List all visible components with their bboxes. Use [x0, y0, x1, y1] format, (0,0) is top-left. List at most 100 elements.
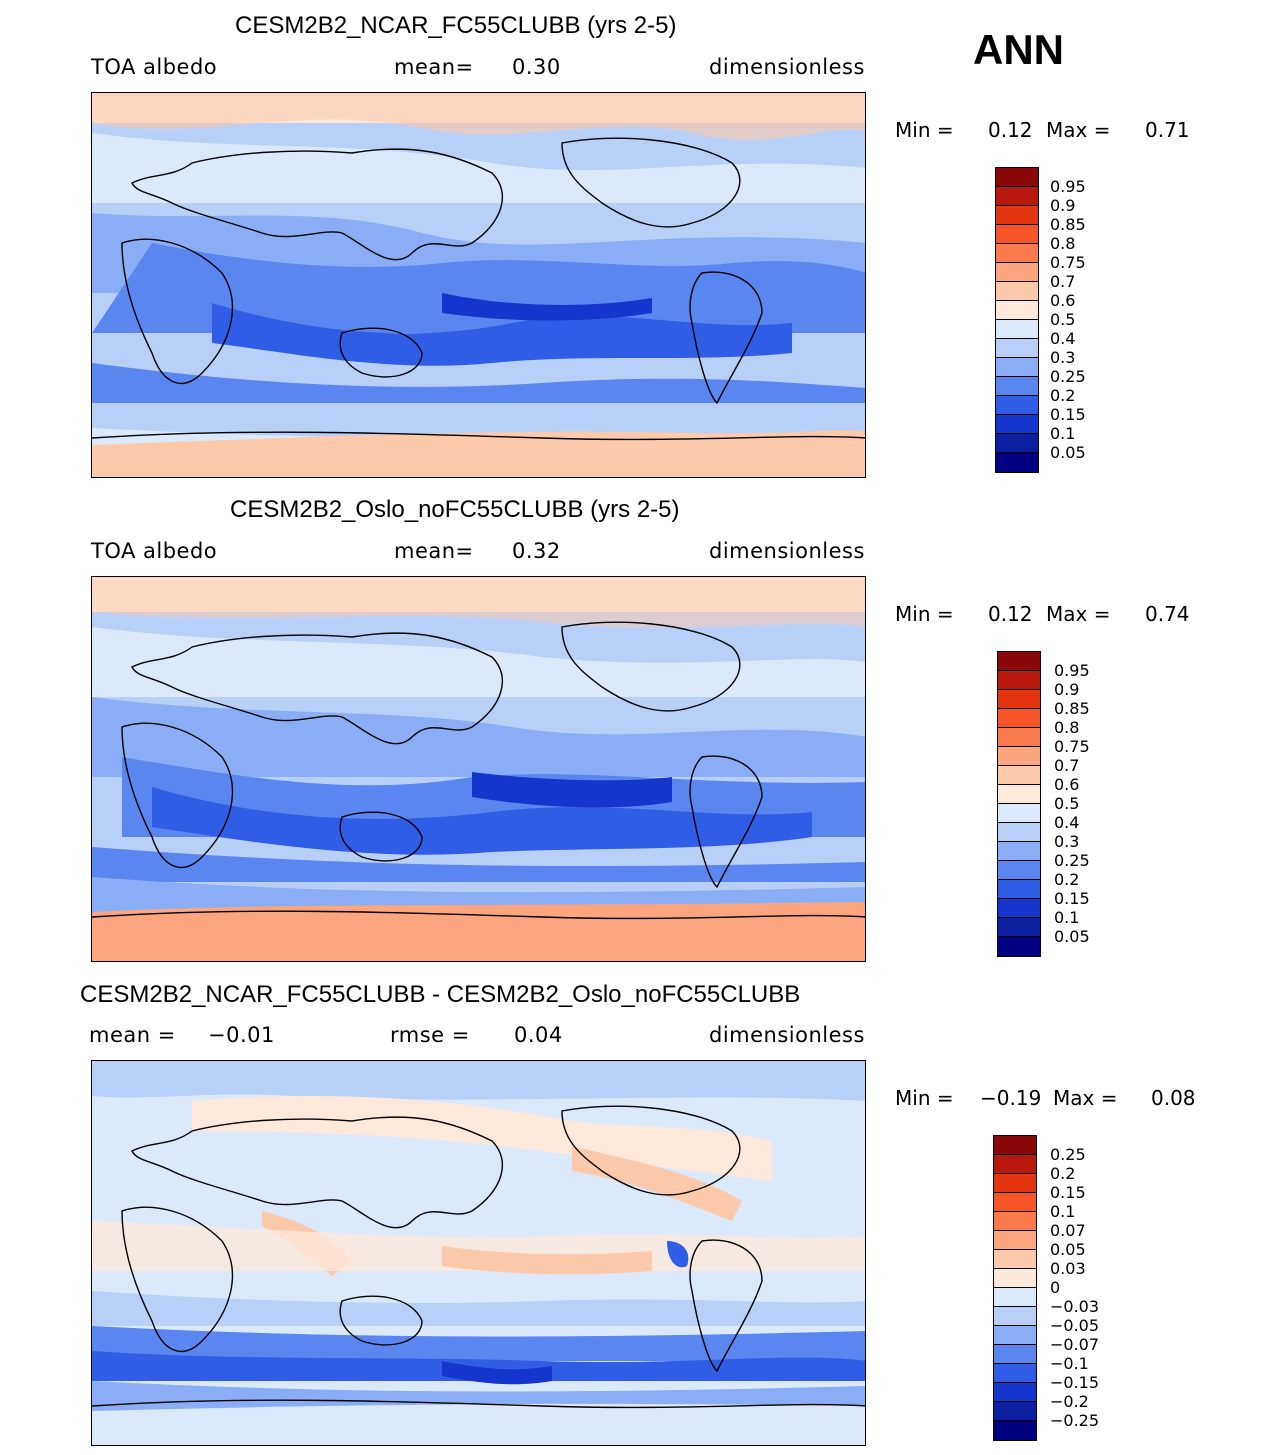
- panel1-mean-value: 0.30: [512, 55, 561, 79]
- colorbar-label: 0.7: [1054, 756, 1080, 775]
- colorbar-swatch: [996, 453, 1038, 472]
- panel3-max-label: Max =: [1053, 1086, 1118, 1110]
- colorbar-swatch: [994, 1212, 1036, 1231]
- colorbar-label: 0.2: [1050, 1164, 1076, 1183]
- colorbar-label: 0.95: [1050, 177, 1086, 196]
- panel2-mean-label: mean=: [394, 539, 474, 563]
- colorbar-swatch: [998, 899, 1040, 918]
- colorbar-swatch: [996, 282, 1038, 301]
- colorbar-swatch: [994, 1269, 1036, 1288]
- colorbar-label: 0.6: [1050, 291, 1076, 310]
- panel1-min-value: 0.12: [988, 118, 1033, 142]
- panel2-max-label: Max =: [1046, 602, 1111, 626]
- colorbar-label: 0.75: [1050, 253, 1086, 272]
- colorbar-swatch: [994, 1345, 1036, 1364]
- panel1-units: dimensionless: [709, 55, 865, 79]
- panel3-title: CESM2B2_NCAR_FC55CLUBB - CESM2B2_Oslo_no…: [80, 981, 801, 1008]
- colorbar-label: 0.05: [1050, 443, 1086, 462]
- colorbar-swatch: [994, 1231, 1036, 1250]
- colorbar-label: 0.7: [1050, 272, 1076, 291]
- panel3-mean-value: −0.01: [208, 1023, 275, 1047]
- colorbar-swatch: [998, 937, 1040, 956]
- colorbar-swatch: [994, 1136, 1036, 1155]
- colorbar-label: 0.5: [1054, 794, 1080, 813]
- colorbar-swatch: [998, 747, 1040, 766]
- colorbar-swatch: [998, 652, 1040, 671]
- colorbar-swatch: [996, 434, 1038, 453]
- colorbar-label: 0.4: [1050, 329, 1076, 348]
- colorbar-label: 0.03: [1050, 1259, 1086, 1278]
- colorbar-swatch: [996, 263, 1038, 282]
- colorbar-label: 0.15: [1050, 405, 1086, 424]
- panel2-max-value: 0.74: [1145, 602, 1190, 626]
- colorbar-label: 0.4: [1054, 813, 1080, 832]
- panel2-colorbar: [997, 651, 1041, 957]
- colorbar-swatch: [998, 880, 1040, 899]
- colorbar-label: 0.95: [1054, 661, 1090, 680]
- panel3-min-label: Min =: [895, 1086, 954, 1110]
- colorbar-label: 0.3: [1054, 832, 1080, 851]
- panel3-mean-label: mean =: [89, 1023, 176, 1047]
- colorbar-swatch: [996, 187, 1038, 206]
- colorbar-label: 0.05: [1054, 927, 1090, 946]
- panel3-map-svg: [92, 1061, 865, 1445]
- colorbar-swatch: [994, 1402, 1036, 1421]
- colorbar-swatch: [994, 1326, 1036, 1345]
- colorbar-swatch: [996, 396, 1038, 415]
- colorbar-label: 0.6: [1054, 775, 1080, 794]
- panel1-mean-label: mean=: [394, 55, 474, 79]
- colorbar-swatch: [998, 709, 1040, 728]
- colorbar-swatch: [996, 415, 1038, 434]
- colorbar-swatch: [994, 1421, 1036, 1440]
- panel3-map: [91, 1060, 866, 1446]
- colorbar-swatch: [998, 842, 1040, 861]
- colorbar-swatch: [996, 339, 1038, 358]
- panel2-map: [91, 576, 866, 962]
- colorbar-swatch: [996, 320, 1038, 339]
- colorbar-label: 0.1: [1050, 1202, 1076, 1221]
- panel3-min-value: −0.19: [980, 1086, 1042, 1110]
- colorbar-swatch: [996, 168, 1038, 187]
- colorbar-label: −0.1: [1050, 1354, 1089, 1373]
- colorbar-label: 0.75: [1054, 737, 1090, 756]
- colorbar-label: 0.25: [1050, 367, 1086, 386]
- colorbar-swatch: [996, 377, 1038, 396]
- colorbar-swatch: [998, 690, 1040, 709]
- panel3-colorbar: [993, 1135, 1037, 1441]
- colorbar-swatch: [998, 918, 1040, 937]
- colorbar-label: 0.15: [1050, 1183, 1086, 1202]
- colorbar-label: 0.07: [1050, 1221, 1086, 1240]
- colorbar-label: −0.03: [1050, 1297, 1100, 1316]
- colorbar-swatch: [994, 1155, 1036, 1174]
- panel2-mean-value: 0.32: [512, 539, 561, 563]
- colorbar-label: 0: [1050, 1278, 1061, 1297]
- colorbar-swatch: [998, 785, 1040, 804]
- colorbar-label: 0.2: [1050, 386, 1076, 405]
- colorbar-label: −0.05: [1050, 1316, 1100, 1335]
- colorbar-swatch: [998, 766, 1040, 785]
- colorbar-label: 0.05: [1050, 1240, 1086, 1259]
- season-label: ANN: [973, 26, 1064, 73]
- colorbar-swatch: [994, 1193, 1036, 1212]
- colorbar-swatch: [994, 1383, 1036, 1402]
- colorbar-swatch: [998, 823, 1040, 842]
- colorbar-label: −0.25: [1050, 1411, 1100, 1430]
- colorbar-label: 0.9: [1050, 196, 1076, 215]
- colorbar-label: 0.25: [1050, 1145, 1086, 1164]
- colorbar-swatch: [994, 1364, 1036, 1383]
- colorbar-swatch: [996, 358, 1038, 377]
- colorbar-swatch: [998, 804, 1040, 823]
- panel1-map: [91, 92, 866, 478]
- panel2-min-label: Min =: [895, 602, 954, 626]
- panel2-variable: TOA albedo: [91, 539, 218, 563]
- panel1-min-label: Min =: [895, 118, 954, 142]
- panel1-colorbar: [995, 167, 1039, 473]
- panel1-title: CESM2B2_NCAR_FC55CLUBB (yrs 2-5): [235, 12, 677, 39]
- colorbar-swatch: [994, 1250, 1036, 1269]
- colorbar-label: −0.2: [1050, 1392, 1089, 1411]
- colorbar-swatch: [996, 225, 1038, 244]
- colorbar-label: 0.8: [1054, 718, 1080, 737]
- panel3-rmse-label: rmse =: [390, 1023, 470, 1047]
- colorbar-label: 0.1: [1050, 424, 1076, 443]
- panel2-min-value: 0.12: [988, 602, 1033, 626]
